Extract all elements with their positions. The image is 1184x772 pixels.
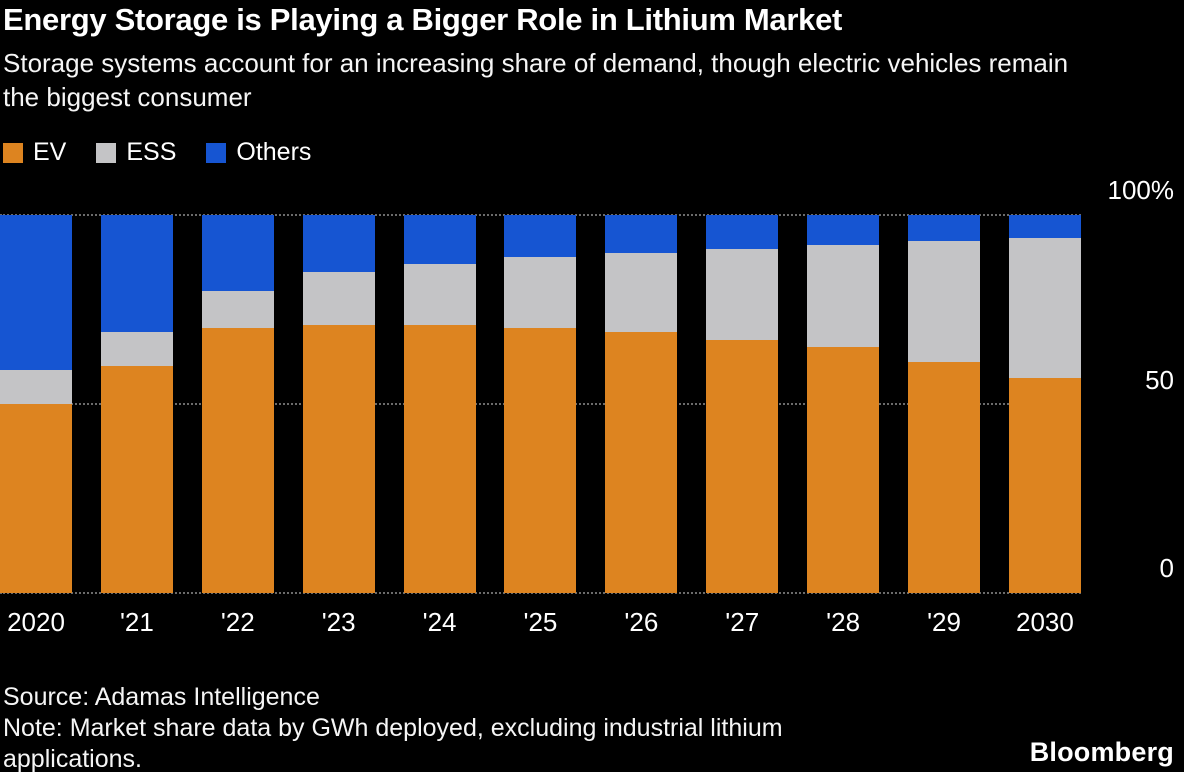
x-axis-label: '22 bbox=[220, 607, 255, 637]
bar-segment-ev bbox=[201, 328, 274, 593]
bar-28: '28 bbox=[807, 215, 880, 637]
legend-item-others: Others bbox=[206, 138, 311, 167]
bar-24: '24 bbox=[403, 215, 476, 637]
bar-segment-ess bbox=[706, 249, 779, 340]
bar-segment-ev bbox=[504, 328, 577, 593]
x-axis-label: '25 bbox=[523, 607, 558, 637]
bar-29: '29 bbox=[908, 215, 981, 637]
bar-segment-ev bbox=[0, 403, 72, 593]
bar-segment-ess bbox=[504, 256, 577, 329]
x-axis-label: '23 bbox=[321, 607, 356, 637]
bar-segment-ev bbox=[605, 332, 678, 593]
legend-item-ess: ESS bbox=[96, 138, 176, 167]
x-axis-label: '28 bbox=[826, 607, 861, 637]
bar-segment-others bbox=[605, 215, 678, 253]
bar-segment-others bbox=[908, 215, 981, 242]
footer: Source: Adamas Intelligence Note: Market… bbox=[3, 682, 803, 772]
gridline-0 bbox=[0, 592, 1081, 594]
legend-item-ev: EV bbox=[3, 138, 66, 167]
bar-segment-ev bbox=[403, 324, 476, 593]
bar-2030: 2030 bbox=[1008, 215, 1081, 637]
note-text: Note: Market share data by GWh deployed,… bbox=[3, 714, 783, 772]
bar-27: '27 bbox=[706, 215, 779, 637]
y-axis-label-50: 50 bbox=[1145, 365, 1174, 395]
source-text: Source: Adamas Intelligence bbox=[3, 683, 320, 711]
legend-label-ev: EV bbox=[33, 138, 67, 166]
bar-segment-others bbox=[201, 215, 274, 291]
bar-22: '22 bbox=[201, 215, 274, 637]
bar-segment-ess bbox=[302, 271, 375, 325]
bloomberg-logo: Bloomberg bbox=[1029, 737, 1174, 767]
bar-segment-others bbox=[807, 215, 880, 246]
legend: EV ESS Others bbox=[3, 138, 311, 167]
bar-segment-ess bbox=[1008, 237, 1081, 378]
x-axis-label: 2020 bbox=[7, 607, 65, 637]
bar-25: '25 bbox=[504, 215, 577, 637]
legend-label-ess: ESS bbox=[126, 138, 177, 166]
bar-segment-ev bbox=[908, 362, 981, 593]
y-axis-label-100: 100% bbox=[1107, 175, 1175, 205]
bar-segment-others bbox=[504, 215, 577, 257]
x-axis-label: '24 bbox=[422, 607, 457, 637]
bar-segment-ess bbox=[908, 241, 981, 363]
legend-swatch-others bbox=[206, 142, 227, 163]
bars: 2020 '21 '22 '23 '24 '25 '26 '27 '28 '29 2030 bbox=[0, 215, 1081, 637]
bar-21: '21 bbox=[100, 215, 173, 637]
bar-segment-others bbox=[302, 215, 375, 272]
bar-segment-ess bbox=[807, 245, 880, 348]
bar-segment-ess bbox=[605, 252, 678, 333]
legend-swatch-ev bbox=[3, 142, 23, 163]
bar-segment-others bbox=[0, 215, 72, 370]
y-axis-label-0: 0 bbox=[1159, 553, 1174, 583]
bar-23: '23 bbox=[302, 215, 375, 637]
bar-segment-others bbox=[403, 215, 476, 265]
bar-2020: 2020 bbox=[0, 215, 72, 637]
bar-segment-ess bbox=[100, 332, 173, 367]
plot-area: 2020 '21 '22 '23 '24 '25 '26 '27 '28 '29 2030 bbox=[0, 214, 1081, 637]
bar-segment-ev bbox=[100, 366, 173, 593]
bar-segment-ess bbox=[403, 264, 476, 325]
x-axis-label: '21 bbox=[119, 607, 154, 637]
bar-segment-others bbox=[706, 215, 779, 250]
bar-segment-ev bbox=[1008, 377, 1081, 593]
bar-segment-ev bbox=[807, 347, 880, 593]
bar-segment-ess bbox=[0, 369, 72, 404]
chart-subtitle: Storage systems account for an increasin… bbox=[3, 48, 1069, 112]
x-axis-label: '27 bbox=[725, 607, 760, 637]
bar-segment-ess bbox=[201, 290, 274, 329]
bar-26: '26 bbox=[605, 215, 678, 637]
bar-segment-ev bbox=[302, 324, 375, 593]
bar-segment-others bbox=[100, 215, 173, 333]
chart-title: Energy Storage is Playing a Bigger Role … bbox=[3, 2, 843, 37]
x-axis-label: '29 bbox=[927, 607, 961, 637]
x-axis-label: '26 bbox=[624, 607, 659, 637]
bar-segment-others bbox=[1008, 215, 1081, 238]
legend-swatch-ess bbox=[96, 142, 117, 163]
legend-label-others: Others bbox=[236, 138, 312, 166]
x-axis-label: 2030 bbox=[1015, 607, 1074, 637]
bar-segment-ev bbox=[706, 339, 779, 593]
